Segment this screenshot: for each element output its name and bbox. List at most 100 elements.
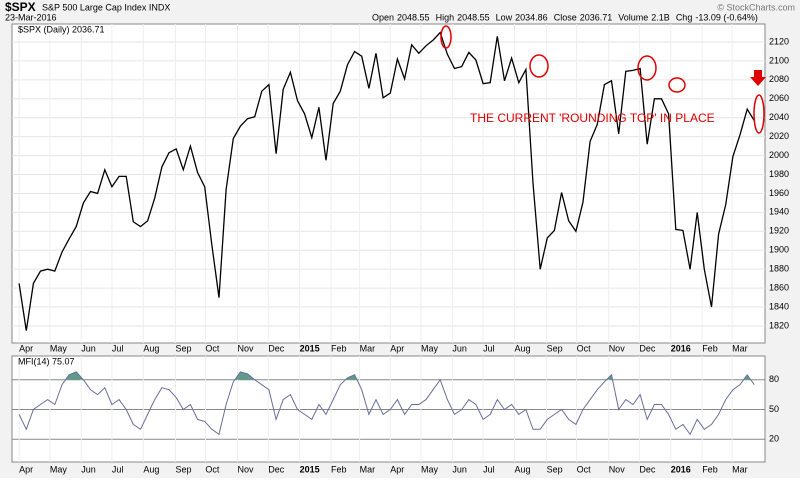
quote-label: Low — [496, 12, 513, 22]
y-tick-label: 2060 — [769, 93, 789, 103]
quote-label: Chg — [676, 12, 693, 22]
x-tick-label: Nov — [238, 343, 255, 353]
circle — [753, 94, 765, 134]
x-tick-label: Jun — [452, 343, 467, 353]
quote-value: 2036.71 — [580, 12, 613, 22]
x-tick-label: Dec — [639, 343, 656, 353]
x-tick-label: Jun — [452, 464, 467, 474]
highlight-circles — [440, 25, 765, 134]
y-tick-label: 1980 — [769, 169, 789, 179]
mfi-fill — [65, 371, 751, 380]
quote-value: 2048.55 — [397, 12, 430, 22]
x-tick-label: Nov — [609, 343, 626, 353]
symbol: $SPX — [5, 0, 36, 14]
y-tick-label: 2080 — [769, 74, 789, 84]
x-tick-label: 2016 — [671, 343, 691, 353]
x-tick-label: Aug — [514, 464, 530, 474]
quote-value: -13.09 (-0.64%) — [695, 12, 758, 22]
line-series — [18, 371, 755, 436]
x-tick-label: 2015 — [300, 464, 320, 474]
x-tick-label: Apr — [390, 464, 404, 474]
y-tick-label: 80 — [769, 374, 779, 384]
x-tick-label: Jun — [81, 464, 96, 474]
x-tick-label: Feb — [331, 464, 347, 474]
x-tick-label: Oct — [205, 343, 220, 353]
y-tick-label: 2020 — [769, 131, 789, 141]
x-tick-label: May — [50, 464, 68, 474]
x-tick-label: Jul — [112, 464, 124, 474]
x-tick-label: Apr — [390, 343, 404, 353]
circle — [668, 77, 686, 93]
y-tick-label: 1900 — [769, 245, 789, 255]
quote-label: High — [436, 12, 455, 22]
y-tick-label: 2100 — [769, 55, 789, 65]
x-tick-label: Feb — [331, 343, 347, 353]
x-tick-label: Feb — [702, 343, 718, 353]
price-panel — [11, 23, 766, 344]
y-tick-label: 1920 — [769, 226, 789, 236]
x-tick-label: Mar — [732, 464, 748, 474]
x-tick-label: Oct — [577, 464, 592, 474]
x-tick-label: 2015 — [300, 343, 320, 353]
x-tick-label: Mar — [360, 464, 376, 474]
y-tick-label: 1940 — [769, 207, 789, 217]
x-tick-label: Mar — [732, 343, 748, 353]
x-tick-label: Jul — [483, 464, 495, 474]
x-tick-label: Oct — [205, 464, 220, 474]
x-tick-label: Aug — [514, 343, 530, 353]
quote-value: 2034.86 — [515, 12, 548, 22]
quote-label: Volume — [618, 12, 648, 22]
x-tick-label: Apr — [19, 464, 33, 474]
x-tick-label: May — [421, 464, 439, 474]
x-tick-label: Sep — [175, 343, 191, 353]
x-tick-label: Sep — [547, 343, 563, 353]
x-tick-label: Oct — [577, 343, 592, 353]
y-tick-label: 1960 — [769, 188, 789, 198]
quote: Open 2048.55 High 2048.55 Low 2034.86 Close 203… — [372, 12, 758, 22]
y-tick-label: 20 — [769, 434, 779, 444]
x-tick-label: Nov — [609, 464, 626, 474]
date: 23-Mar-2016 — [5, 12, 57, 22]
line-series — [18, 31, 755, 331]
x-tick-label: Jul — [112, 343, 124, 353]
quote-value: 2.1B — [651, 12, 670, 22]
x-tick-label: Aug — [143, 343, 159, 353]
x-tick-label: May — [50, 343, 68, 353]
x-tick-label: Dec — [268, 464, 285, 474]
x-tick-label: Jul — [483, 343, 495, 353]
legend-price: $SPX (Daily) 2036.71 — [18, 24, 105, 34]
x-tick-label: Dec — [268, 343, 285, 353]
x-tick-label: Jun — [81, 343, 96, 353]
x-tick-label: Dec — [639, 464, 656, 474]
x-tick-label: Mar — [360, 343, 376, 353]
x-tick-label: Apr — [19, 343, 33, 353]
annotation: THE CURRENT 'ROUNDING TOP' IN PLACE — [470, 111, 715, 125]
x-tick-label: Feb — [702, 464, 718, 474]
y-tick-label: 50 — [769, 404, 779, 414]
x-tick-label: 2016 — [671, 464, 691, 474]
x-tick-label: Sep — [175, 464, 191, 474]
x-tick-label: Sep — [547, 464, 563, 474]
x-tick-label: May — [421, 343, 439, 353]
index-name: S&P 500 Large Cap Index INDX — [42, 2, 170, 12]
quote-label: Close — [554, 12, 577, 22]
circle — [529, 54, 549, 78]
y-tick-label: 1860 — [769, 282, 789, 292]
y-tick-label: 2000 — [769, 150, 789, 160]
source: © StockCharts.com — [717, 2, 795, 12]
plot-layer: 1820 1840 1860 1880 1900 1920 1940 1960 1980 2000… — [12, 24, 789, 474]
circle — [440, 25, 452, 49]
x-tick-label: Aug — [143, 464, 159, 474]
circle — [637, 55, 657, 81]
y-tick-label: 1880 — [769, 264, 789, 274]
y-tick-label: 1840 — [769, 301, 789, 311]
x-tick-label: Nov — [238, 464, 255, 474]
arrow — [750, 70, 766, 86]
y-tick-label: 2040 — [769, 112, 789, 122]
legend-mfi: MFI(14) 75.07 — [18, 356, 75, 366]
y-tick-label: 1820 — [769, 320, 789, 330]
y-tick-label: 2120 — [769, 36, 789, 46]
quote-value: 2048.55 — [457, 12, 490, 22]
quote-label: Open — [372, 12, 394, 22]
